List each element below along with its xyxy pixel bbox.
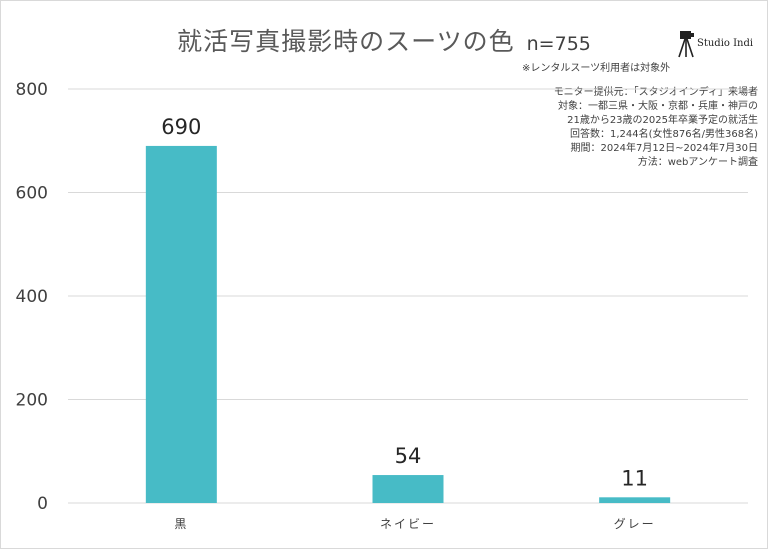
- brand-logo: Studio Indi: [676, 30, 760, 58]
- bar: [599, 497, 671, 503]
- source-line: 対象：一都三県・大阪・京都・兵庫・神戸の: [558, 101, 758, 112]
- bar: [372, 475, 444, 503]
- source-info: モニター提供元：「スタジオインディ」来場者 対象：一都三県・大阪・京都・兵庫・神戸…: [498, 86, 758, 170]
- source-line: 21歳から23歳の2025年卒業予定の就活生: [567, 115, 758, 126]
- brand-name: Studio Indi: [697, 38, 754, 49]
- x-tick-label: ネイビー: [380, 517, 436, 531]
- data-label: 54: [395, 444, 422, 468]
- title-block: 就活写真撮影時のスーツの色 n=755: [0, 22, 768, 62]
- source-line: 回答数：1,244名(女性876名/男性368名): [570, 129, 758, 140]
- y-tick-label: 200: [16, 391, 48, 411]
- x-tick-label: グレー: [614, 517, 656, 531]
- y-tick-label: 600: [16, 184, 48, 204]
- source-line: モニター提供元：「スタジオインディ」来場者: [553, 87, 758, 98]
- bar: [145, 145, 217, 504]
- x-tick-label: 黒: [174, 517, 188, 531]
- y-tick-label: 400: [16, 287, 48, 307]
- camera-tripod-icon: [678, 31, 694, 58]
- data-label: 11: [621, 466, 648, 490]
- rental-note: ※レンタルスーツ利用者は対象外: [522, 63, 671, 74]
- sample-size-label: n=755: [526, 33, 591, 55]
- source-line: 方法：webアンケート調査: [637, 157, 758, 168]
- y-tick-label: 800: [16, 80, 48, 100]
- chart-title: 就活写真撮影時のスーツの色: [177, 27, 515, 56]
- y-tick-label: 0: [37, 494, 48, 514]
- data-label: 690: [161, 115, 201, 139]
- source-line: 期間：2024年7月12日~2024年7月30日: [570, 143, 758, 154]
